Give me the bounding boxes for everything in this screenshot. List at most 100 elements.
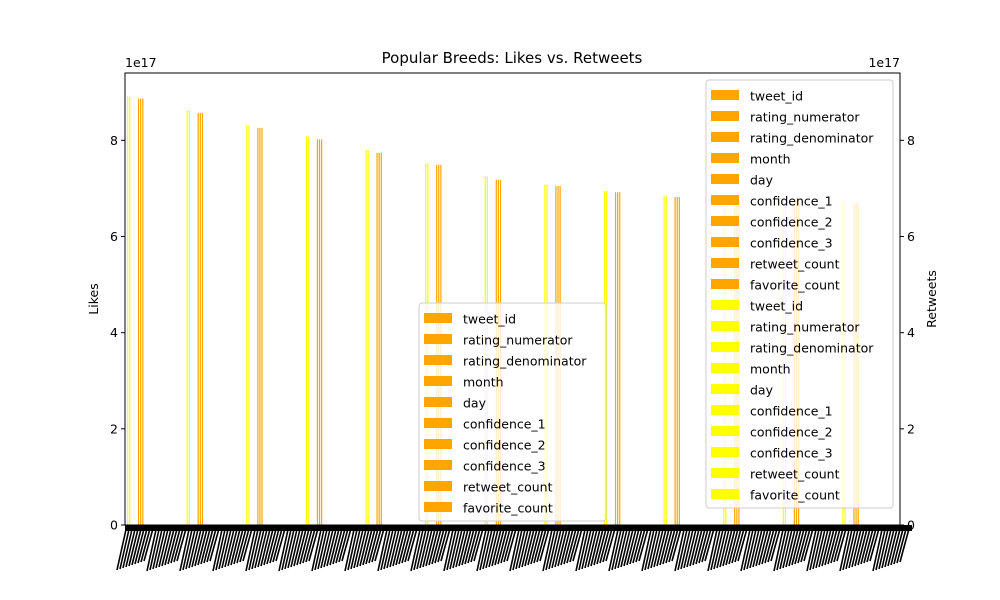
x-tick-label [152, 524, 164, 570]
x-tick-label [875, 524, 887, 571]
x-tick-label [230, 524, 242, 566]
x-tick-label [728, 524, 740, 565]
x-tick-label [899, 524, 911, 563]
x-tick-label [164, 524, 176, 566]
x-tick-label [647, 524, 659, 570]
x-tick-label [620, 524, 632, 568]
legend-left: tweet_id rating_numerator rating_denominat… [418, 302, 607, 522]
y-tick-label-left: 8 [110, 133, 118, 148]
y-axis-label-left: Likes [86, 283, 101, 314]
x-tick-label [794, 524, 806, 565]
bar-right-series [129, 96, 131, 525]
x-tick-label [521, 524, 533, 568]
bar-right-series [246, 125, 248, 525]
x-tick-label [167, 524, 179, 565]
legend-swatch [711, 489, 739, 499]
bar-left-series [201, 112, 204, 525]
x-tick-label [626, 524, 638, 566]
y-tick-label-right: 2 [907, 421, 915, 436]
x-tick-label [710, 524, 722, 571]
x-tick-label [779, 524, 791, 570]
x-tick-label [518, 524, 530, 569]
y-tick-label-left: 2 [110, 421, 118, 436]
x-tick-label [179, 524, 191, 572]
legend-swatch [424, 313, 452, 323]
x-tick-label [848, 524, 860, 569]
x-tick-label [260, 524, 272, 567]
x-tick-label [116, 524, 128, 571]
x-tick-label [845, 524, 857, 570]
legend-label: favorite_count [750, 488, 840, 503]
x-tick-label [212, 524, 224, 572]
x-tick-label [590, 524, 602, 567]
x-tick-label [698, 524, 710, 564]
x-tick-label [863, 524, 875, 564]
x-tick-label [386, 524, 398, 569]
x-tick-label [635, 524, 647, 563]
x-tick-label [134, 524, 146, 565]
x-tick-label [494, 524, 506, 566]
x-tick-label [239, 524, 251, 563]
x-tick-label [611, 524, 623, 571]
x-tick-label [593, 524, 605, 566]
x-tick-label [470, 524, 482, 563]
x-tick-label [368, 524, 380, 564]
x-tick-label [416, 524, 428, 570]
x-tick-label [269, 524, 281, 564]
legend-label: rating_numerator [750, 110, 860, 125]
legend-label: confidence_1 [750, 404, 833, 419]
x-tick-label [656, 524, 668, 567]
x-tick-label [332, 524, 344, 565]
legend-label: month [750, 362, 791, 377]
x-tick-label [395, 524, 407, 566]
x-tick-label [311, 524, 323, 572]
x-tick-label [644, 524, 656, 571]
x-tick-label [650, 524, 662, 569]
x-tick-label [254, 524, 266, 569]
x-tick-label [512, 524, 524, 571]
x-tick-label [554, 524, 566, 568]
x-tick-label [746, 524, 758, 570]
legend-label: rating_denominator [463, 354, 587, 369]
x-tick-label [170, 524, 182, 564]
bar-left-series [678, 197, 680, 525]
legend-swatch [424, 376, 452, 386]
legend-label: month [750, 152, 791, 167]
x-tick-label [509, 524, 521, 572]
x-tick-label [722, 524, 734, 567]
x-tick-label [401, 524, 413, 564]
x-tick-label [290, 524, 302, 568]
x-tick-label [215, 524, 227, 571]
legend-label: day [750, 383, 774, 398]
legend-label: rating_denominator [750, 341, 874, 356]
legend-right: tweet_id rating_numerator rating_denominat… [705, 79, 894, 509]
x-tick-label [617, 524, 629, 569]
x-tick-label [155, 524, 167, 569]
x-tick-label [185, 524, 197, 570]
x-tick-label [371, 524, 383, 563]
x-tick-label [659, 524, 671, 566]
y-axis-left: 0 2 4 6 8 [110, 133, 125, 533]
x-tick-label [542, 524, 554, 572]
x-tick-label [200, 524, 212, 565]
x-tick-label [359, 524, 371, 567]
x-tick-label [383, 524, 395, 570]
x-tick-label [665, 524, 677, 564]
x-tick-label [824, 524, 836, 566]
bar-left-series [676, 197, 678, 525]
x-tick-label [323, 524, 335, 568]
x-tick-label [413, 524, 425, 571]
x-tick-label [305, 524, 317, 563]
legend-swatch [711, 237, 739, 247]
legend-label: retweet_count [750, 467, 840, 482]
x-tick-label [668, 524, 680, 563]
x-tick-label [380, 524, 392, 571]
legend-label: day [463, 396, 487, 411]
bar-left-series [380, 152, 382, 525]
bar-right-series [665, 195, 667, 526]
x-tick-label [389, 524, 401, 568]
x-tick-band [125, 525, 912, 531]
x-tick-label [713, 524, 725, 570]
x-tick-label [764, 524, 776, 564]
x-tick-label [173, 524, 185, 563]
